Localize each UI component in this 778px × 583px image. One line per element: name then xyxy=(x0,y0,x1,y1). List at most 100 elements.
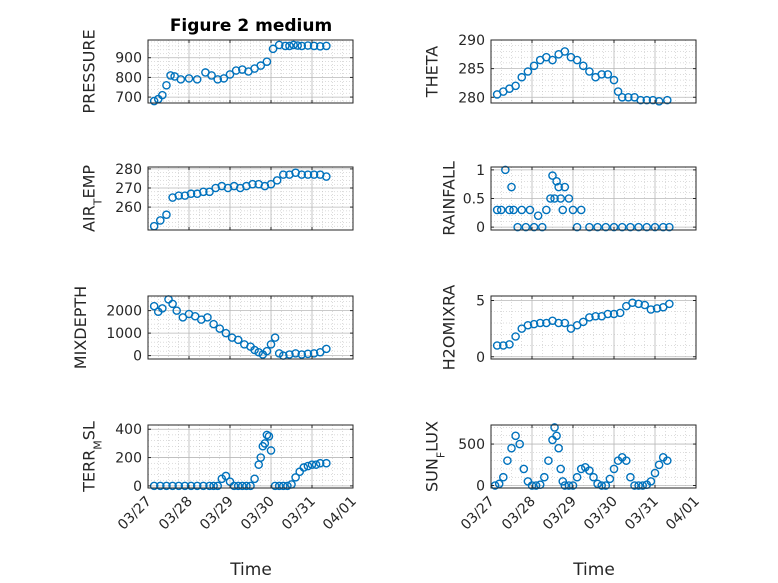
data-point xyxy=(550,194,559,203)
data-point xyxy=(158,304,167,313)
data-point xyxy=(572,472,582,482)
data-point xyxy=(560,182,570,192)
data-point xyxy=(307,460,317,469)
data-point xyxy=(609,309,619,319)
data-point xyxy=(663,95,672,105)
x-tick-label: 04/01 xyxy=(663,494,703,534)
data-point xyxy=(297,350,307,359)
data-point xyxy=(256,453,266,462)
data-point xyxy=(552,431,561,441)
y-tick-label: 200 xyxy=(115,451,142,467)
y-tick-label: 5 xyxy=(476,294,485,310)
data-point xyxy=(585,466,594,475)
data-point xyxy=(233,335,243,345)
data-point xyxy=(663,456,672,465)
data-point xyxy=(213,75,222,84)
data-point xyxy=(272,176,282,185)
subplot-h2omixra: 0 5 H2OMIXRA xyxy=(440,285,697,370)
subplot-sun-flux: 0 500 SUNFLUX 03/27 03/28 03/29 03/30 03/31 04/0… xyxy=(423,421,703,533)
x-tick-label: 04/01 xyxy=(320,494,360,534)
data-point xyxy=(554,182,563,192)
data-point xyxy=(609,222,619,232)
data-point xyxy=(309,170,319,179)
data-point xyxy=(254,347,264,357)
data-point xyxy=(505,205,514,215)
axes-box xyxy=(147,166,354,231)
data-point xyxy=(511,431,520,441)
data-point xyxy=(205,481,214,491)
data-point xyxy=(511,81,520,91)
data-point xyxy=(213,481,222,491)
data-point xyxy=(593,479,602,489)
data-point xyxy=(622,456,631,465)
data-point xyxy=(617,222,627,232)
data-point xyxy=(624,92,633,102)
x-tick-label: 03/27 xyxy=(115,494,155,534)
data-point xyxy=(174,481,184,491)
data-point xyxy=(634,222,643,232)
subplot-mixdepth: 0 1000 2000 MIXDEPTH xyxy=(71,286,354,369)
data-point xyxy=(568,205,578,215)
data-point xyxy=(550,423,559,432)
data-point xyxy=(589,472,598,482)
data-point xyxy=(601,222,611,232)
x-tick-label: 03/31 xyxy=(622,494,662,534)
data-point xyxy=(180,481,190,491)
data-point xyxy=(311,460,321,469)
data-point xyxy=(591,311,600,321)
data-point xyxy=(517,72,527,82)
axes-box xyxy=(490,39,697,104)
data-point xyxy=(219,74,229,83)
y-tick-label: 280 xyxy=(458,90,485,106)
data-point xyxy=(205,187,214,197)
data-point xyxy=(521,222,531,232)
data-point xyxy=(652,304,662,313)
plot-area xyxy=(148,40,353,103)
data-point xyxy=(646,305,656,314)
data-point xyxy=(540,472,549,482)
y-tick-label: 400 xyxy=(115,422,142,438)
data-point xyxy=(665,222,674,232)
data-point xyxy=(281,41,290,51)
data-point xyxy=(149,301,159,311)
data-point xyxy=(155,481,165,491)
data-point xyxy=(492,205,502,215)
data-point xyxy=(527,481,537,490)
axes-box xyxy=(490,295,697,360)
data-point xyxy=(199,187,208,197)
data-point xyxy=(529,222,539,232)
data-point xyxy=(558,477,568,486)
data-point xyxy=(515,439,525,449)
data-point xyxy=(640,300,650,310)
data-point xyxy=(209,319,218,329)
data-point xyxy=(207,71,216,80)
y-tick-label: 0 xyxy=(133,349,142,365)
data-point xyxy=(642,222,652,232)
data-point xyxy=(542,205,551,215)
data-point xyxy=(597,70,607,79)
data-point xyxy=(303,349,313,359)
data-point xyxy=(556,464,566,474)
axes-box xyxy=(490,424,697,489)
data-point xyxy=(322,458,331,468)
data-point xyxy=(634,481,643,490)
subplot-grid: 700 800 900 PRESSURE 280 285 290 THETA 260 270 280… xyxy=(71,29,703,533)
x-tick-label: 03/29 xyxy=(197,494,237,534)
y-axis-label: AIRTEMP xyxy=(80,165,105,232)
y-tick-label: 2000 xyxy=(106,304,142,320)
subplot-air-temp: 260 270 280 AIRTEMP xyxy=(80,162,354,232)
data-point xyxy=(628,298,637,308)
data-point xyxy=(262,430,272,440)
data-point xyxy=(650,468,660,478)
data-point xyxy=(192,75,202,84)
y-tick-label: 500 xyxy=(458,437,485,453)
data-point xyxy=(576,464,586,474)
data-point xyxy=(274,40,284,50)
data-point xyxy=(166,71,175,80)
data-point xyxy=(309,41,319,51)
data-point xyxy=(665,299,674,309)
data-point xyxy=(658,222,668,232)
x-tick-label: 03/28 xyxy=(499,494,539,534)
subplot-theta: 280 285 290 THETA xyxy=(423,33,697,106)
